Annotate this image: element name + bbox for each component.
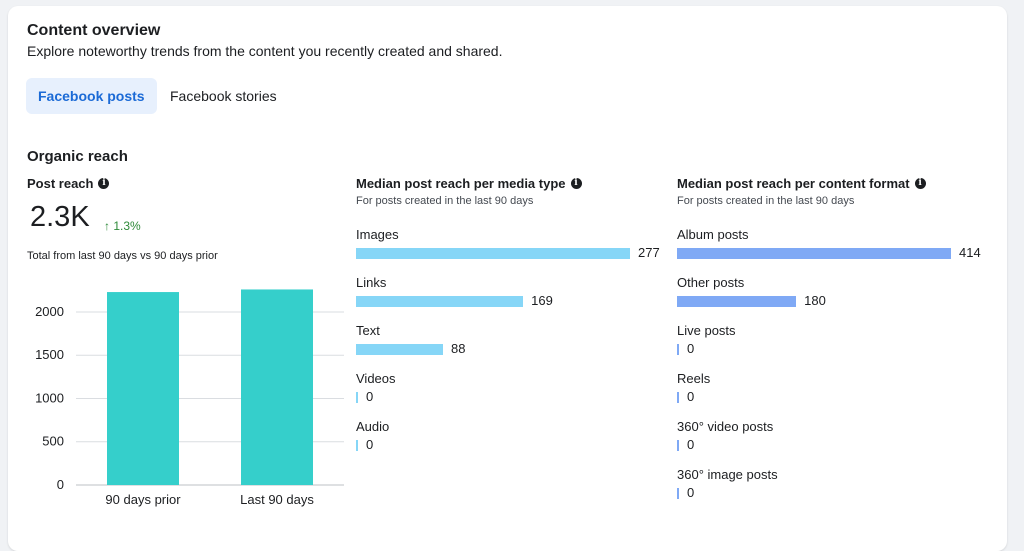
bar[interactable] — [356, 344, 444, 355]
bar[interactable] — [356, 296, 524, 307]
y-tick-label: 500 — [42, 434, 64, 449]
bar[interactable] — [677, 344, 679, 355]
bar-category-label: Images — [356, 227, 399, 242]
trend-percent: 1.3% — [113, 219, 141, 233]
bar[interactable] — [241, 289, 313, 485]
bar[interactable] — [677, 488, 679, 499]
post-reach-note: Total from last 90 days vs 90 days prior — [27, 250, 218, 262]
bar-category-label: Live posts — [677, 323, 736, 338]
bar-category-label: 360° image posts — [677, 467, 778, 482]
bar-category-label: Album posts — [677, 227, 749, 242]
bar-value-label: 0 — [687, 389, 695, 404]
bar-value-label: 0 — [687, 485, 695, 500]
post-reach-bar-chart: 0 500 1000 1500 2000 90 days prior Last 90 day… — [35, 289, 344, 507]
bar-value-label: 88 — [451, 341, 466, 356]
content-overview-card: Content overview Explore noteworthy tren… — [8, 6, 1007, 551]
bar-value-label: 0 — [366, 389, 374, 404]
bar[interactable] — [677, 248, 951, 259]
media-type-heading: Median post reach per media type i — [356, 176, 582, 191]
bar-value-label: 277 — [638, 245, 660, 260]
y-tick-label: 0 — [57, 477, 64, 492]
bar[interactable] — [356, 248, 630, 259]
bar-value-label: 180 — [804, 293, 826, 308]
content-format-title: Median post reach per content format — [677, 176, 910, 191]
x-tick-label: 90 days prior — [105, 492, 181, 507]
bar[interactable] — [677, 440, 679, 451]
bar-category-label: Videos — [356, 371, 396, 386]
page-title: Content overview — [27, 22, 161, 39]
bar-value-label: 0 — [687, 437, 695, 452]
info-icon[interactable]: i — [914, 178, 926, 189]
bar-category-label: Text — [356, 323, 380, 338]
bar-category-label: Audio — [356, 419, 390, 434]
info-icon[interactable]: i — [570, 178, 582, 189]
bar-category-label: Other posts — [677, 275, 745, 290]
post-reach-label: Post reach — [27, 176, 94, 191]
section-title-organic-reach: Organic reach — [27, 148, 128, 165]
bar-value-label: 414 — [959, 245, 981, 260]
media-type-subtitle: For posts created in the last 90 days — [356, 195, 534, 207]
bar[interactable] — [677, 296, 797, 307]
bar-value-label: 0 — [687, 341, 695, 356]
trend-indicator: ↑ 1.3% — [104, 219, 141, 233]
content-format-subtitle: For posts created in the last 90 days — [677, 195, 855, 207]
arrow-up-icon: ↑ — [104, 219, 110, 233]
post-reach-value: 2.3K — [30, 201, 90, 233]
content-format-heading: Median post reach per content format i — [677, 176, 926, 191]
bar[interactable] — [107, 292, 179, 485]
media-type-title: Median post reach per media type — [356, 176, 566, 191]
bar-category-label: Reels — [677, 371, 711, 386]
tab-facebook-stories[interactable]: Facebook stories — [170, 88, 277, 104]
y-tick-label: 1000 — [35, 390, 64, 405]
bar[interactable] — [356, 392, 358, 403]
y-tick-label: 2000 — [35, 304, 64, 319]
bar-value-label: 169 — [531, 293, 553, 308]
bar[interactable] — [677, 392, 679, 403]
bar-value-label: 0 — [366, 437, 374, 452]
x-tick-label: Last 90 days — [240, 492, 314, 507]
bar-category-label: 360° video posts — [677, 419, 774, 434]
bar[interactable] — [356, 440, 358, 451]
y-tick-label: 1500 — [35, 347, 64, 362]
tab-facebook-posts[interactable]: Facebook posts — [26, 78, 157, 114]
info-icon[interactable]: i — [98, 178, 110, 189]
page-subtitle: Explore noteworthy trends from the conte… — [27, 43, 503, 59]
bar-category-label: Links — [356, 275, 387, 290]
post-reach-heading: Post reach i — [27, 176, 110, 191]
